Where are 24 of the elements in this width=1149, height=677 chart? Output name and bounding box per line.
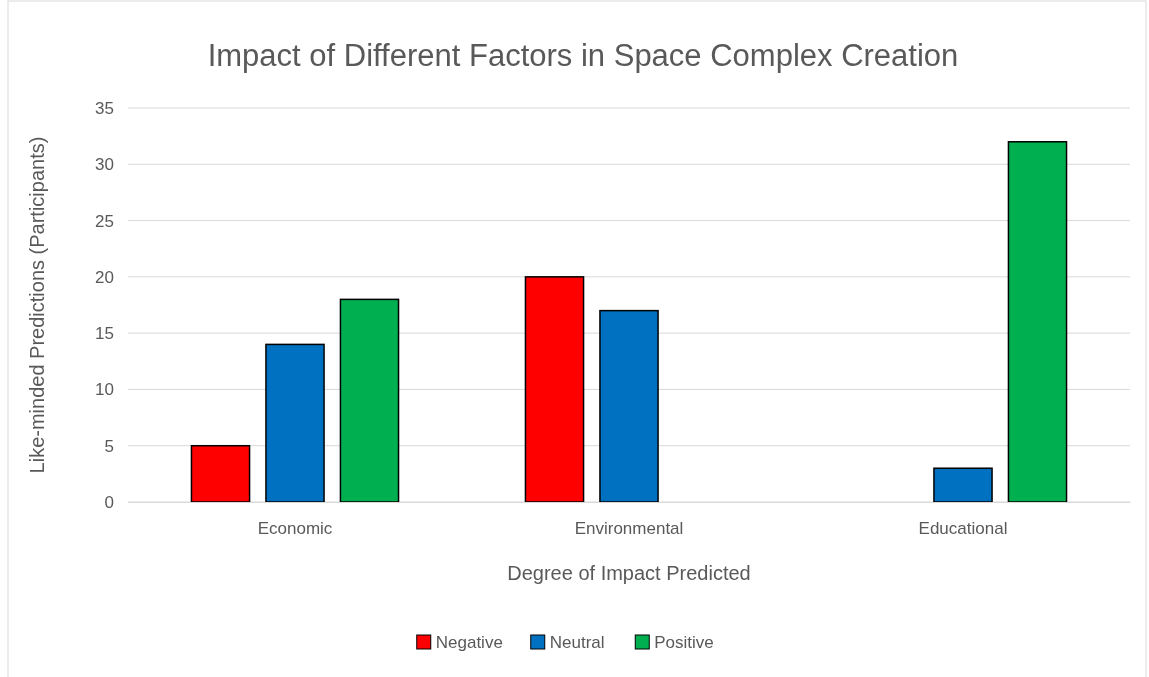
bar bbox=[265, 343, 325, 503]
legend-label: Neutral bbox=[549, 633, 605, 652]
bar bbox=[339, 298, 400, 503]
bar bbox=[1007, 141, 1068, 503]
legend-label: Negative bbox=[435, 633, 503, 652]
y-tick-label: 5 bbox=[104, 436, 114, 456]
bar bbox=[599, 309, 659, 503]
chart-title: Impact of Different Factors in Space Complex Creation bbox=[207, 38, 959, 73]
y-tick-label: 30 bbox=[95, 155, 114, 175]
y-tick-label: 10 bbox=[95, 380, 114, 400]
y-axis-title: Like-minded Predictions (Participants) bbox=[26, 136, 48, 474]
y-tick-label: 0 bbox=[104, 492, 114, 512]
y-tick-label: 25 bbox=[95, 211, 114, 231]
bar bbox=[524, 276, 585, 503]
y-tick-label: 20 bbox=[95, 267, 114, 287]
bar bbox=[933, 467, 993, 503]
x-tick-label: Economic bbox=[257, 519, 333, 539]
x-tick-label: Environmental bbox=[574, 519, 684, 539]
y-tick-label: 15 bbox=[95, 324, 114, 344]
y-tick-label: 35 bbox=[95, 98, 114, 118]
x-axis-title: Degree of Impact Predicted bbox=[507, 562, 751, 584]
bar bbox=[190, 444, 251, 503]
legend-label: Positive bbox=[654, 633, 714, 652]
x-tick-label: Educational bbox=[918, 519, 1008, 539]
